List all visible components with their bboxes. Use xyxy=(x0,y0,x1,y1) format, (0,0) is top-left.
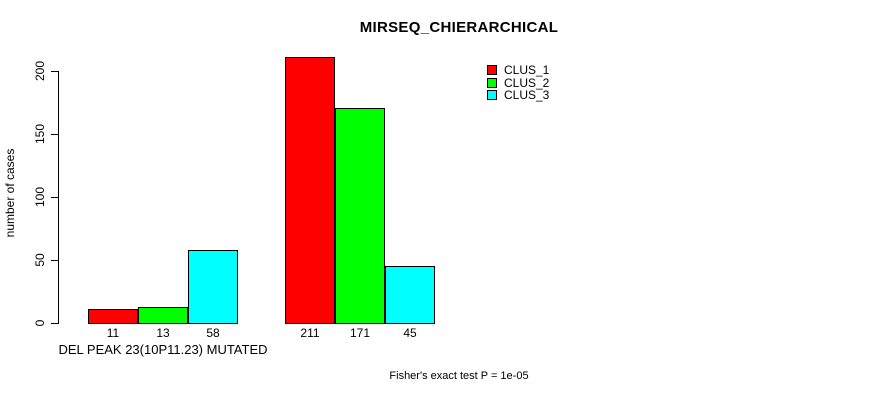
y-tick-mark xyxy=(51,323,58,324)
y-tick-mark xyxy=(51,260,58,261)
bar-value-label: 13 xyxy=(156,326,170,340)
legend: CLUS_1 CLUS_2 CLUS_3 xyxy=(487,64,549,102)
y-axis-line xyxy=(58,71,59,324)
bar-clus_2-group1 xyxy=(138,306,188,324)
y-tick-label: 100 xyxy=(33,186,47,208)
legend-row: CLUS_1 xyxy=(487,64,549,77)
legend-swatch-icon xyxy=(487,90,497,101)
footnote-text: Fisher's exact test P = 1e-05 xyxy=(389,370,529,382)
bar-value-label: 171 xyxy=(349,326,371,340)
y-tick-label: 0 xyxy=(33,319,47,327)
bar-clus_1-group1 xyxy=(88,309,138,324)
legend-label: CLUS_2 xyxy=(504,75,550,90)
x-axis-group-label: DEL PEAK 23(10P11.23) MUTATED xyxy=(58,342,268,357)
y-tick-label: 200 xyxy=(33,60,47,82)
legend-swatch-icon xyxy=(487,65,497,76)
y-tick-label: 150 xyxy=(33,123,47,145)
y-tick-label: 50 xyxy=(33,253,47,267)
legend-swatch-icon xyxy=(487,77,497,88)
bar-clus_3-group2 xyxy=(385,266,435,324)
legend-row: CLUS_2 xyxy=(487,75,550,90)
chart-title: MIRSEQ_CHIERARCHICAL xyxy=(359,19,559,36)
y-axis-label: number of cases xyxy=(3,148,17,238)
bar-clus_1-group2 xyxy=(285,57,335,324)
legend-label: CLUS_3 xyxy=(504,88,550,102)
bar-clus_3-group1 xyxy=(188,249,238,324)
bar-value-label: 11 xyxy=(106,326,120,340)
y-tick-mark xyxy=(51,71,58,72)
bar-value-label: 45 xyxy=(403,326,417,340)
legend-row: CLUS_3 xyxy=(487,89,549,102)
legend-label: CLUS_1 xyxy=(504,63,550,77)
y-tick-mark xyxy=(51,197,58,198)
y-tick-mark xyxy=(51,134,58,135)
bar-clus_2-group2 xyxy=(335,107,385,324)
bar-value-label: 58 xyxy=(206,326,220,340)
bar-value-label: 211 xyxy=(300,326,320,340)
